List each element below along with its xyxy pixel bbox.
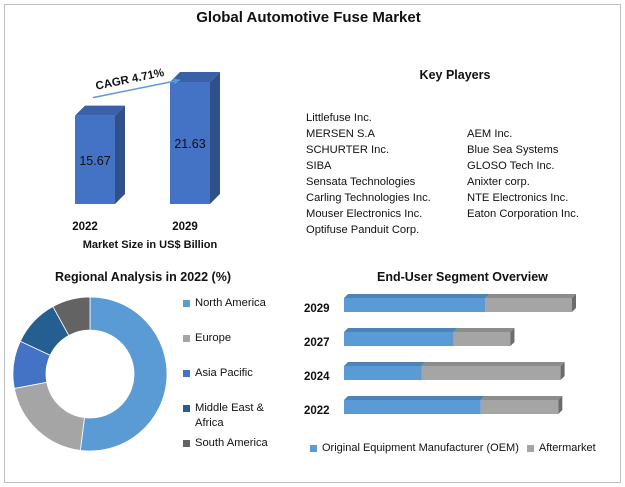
legend-label: Europe xyxy=(195,332,232,344)
donut-slice xyxy=(52,296,91,336)
player-name: SCHURTER Inc. xyxy=(306,144,390,156)
bar-side xyxy=(210,72,220,204)
bar-side xyxy=(115,105,125,204)
end-user-title: End-User Segment Overview xyxy=(377,270,548,284)
segment-bar-side xyxy=(510,328,515,346)
segment-bar xyxy=(344,400,481,414)
legend-label: Middle East & Africa xyxy=(195,402,265,429)
legend-label-aftermarket: Aftermarket xyxy=(538,442,596,454)
end-user-segment-chart xyxy=(344,294,576,414)
bar xyxy=(170,82,210,204)
segment-bar-top xyxy=(344,396,485,400)
infographic-frame xyxy=(4,4,621,483)
player-name: Eaton Corporation Inc. xyxy=(467,208,579,220)
cagr-annotation: CAGR 4.71% xyxy=(95,67,166,93)
regional-donut-chart xyxy=(12,296,168,452)
segment-bar-top xyxy=(453,328,515,332)
category-label: 2029 xyxy=(172,221,198,233)
legend-south-america: South America xyxy=(183,436,268,451)
legend-swatch-aftermarket xyxy=(526,444,534,452)
segment-year-label: 2024 xyxy=(304,371,330,383)
legend-europe: Europe xyxy=(183,331,231,346)
growth-arrow xyxy=(92,79,181,99)
donut-slice xyxy=(13,381,85,451)
legend-swatch xyxy=(183,335,190,342)
key-players-title: Key Players xyxy=(419,68,491,82)
bar-top xyxy=(75,105,125,116)
legend-label: South America xyxy=(195,437,268,449)
legend-north-america: North America xyxy=(183,296,266,311)
segment-bar xyxy=(421,366,561,380)
player-name: MERSEN S.A xyxy=(306,128,376,140)
player-name: Anixter corp. xyxy=(467,176,530,188)
legend-swatch xyxy=(183,370,190,377)
bar-top xyxy=(170,72,220,82)
player-name: Blue Sea Systems xyxy=(467,144,559,156)
segment-bar xyxy=(344,332,454,346)
segment-year-label: 2029 xyxy=(304,303,330,315)
segment-bar-top xyxy=(421,362,565,366)
legend-swatch xyxy=(183,440,190,447)
segment-bar xyxy=(453,332,511,346)
player-name: Mouser Electronics Inc. xyxy=(306,208,423,220)
segment-bar-top xyxy=(485,294,576,298)
legend-label: North America xyxy=(195,297,266,309)
segment-year-label: 2022 xyxy=(304,405,330,417)
segment-bar-side xyxy=(560,362,565,380)
legend-swatch xyxy=(183,300,190,307)
market-size-chart: 15.67 2022 21.63 2029 Market Size in US$ Bil… xyxy=(72,67,220,251)
player-name: Sensata Technologies xyxy=(306,176,416,188)
segment-bar-top xyxy=(480,396,563,400)
player-name: GLOSO Tech Inc. xyxy=(467,160,555,172)
segment-bar xyxy=(344,298,486,312)
segment-bar-top xyxy=(344,362,426,366)
bar xyxy=(75,115,115,204)
player-name: AEM Inc. xyxy=(467,128,513,140)
segment-year-label: 2027 xyxy=(304,337,330,349)
regional-title: Regional Analysis in 2022 (%) xyxy=(55,270,231,284)
player-name: NTE Electronics Inc. xyxy=(467,192,569,204)
legend-middle-east-africa: Middle East & Africa xyxy=(183,401,278,431)
donut-slice xyxy=(79,296,168,452)
segment-bar xyxy=(344,366,422,380)
page-title: Global Automotive Fuse Market xyxy=(196,9,421,26)
key-players-left: Littlefuse Inc. MERSEN S.A SCHURTER Inc.… xyxy=(306,110,431,238)
legend-label-oem: Original Equipment Manufacturer (OEM) xyxy=(322,442,519,454)
bar-value-label: 21.63 xyxy=(174,137,205,151)
segment-bar xyxy=(485,298,572,312)
legend-label: Asia Pacific xyxy=(195,367,253,379)
bar-value-label: 15.67 xyxy=(79,154,110,168)
segment-bar-side xyxy=(558,396,563,414)
segment-legend: Original Equipment Manufacturer (OEM) Af… xyxy=(310,442,596,454)
player-name: Optifuse Panduit Corp. xyxy=(306,224,420,236)
x-axis-label: Market Size in US$ Billion xyxy=(83,239,218,251)
segment-bar-top xyxy=(344,294,490,298)
player-name: Carling Technologies Inc. xyxy=(306,192,431,204)
legend-swatch-oem xyxy=(310,444,317,452)
segment-bar xyxy=(480,400,559,414)
legend-swatch xyxy=(183,405,190,412)
player-name: Littlefuse Inc. xyxy=(306,112,372,124)
arrow-head xyxy=(173,78,180,85)
segment-bar-top xyxy=(344,328,458,332)
legend-asia-pacific: Asia Pacific xyxy=(183,366,253,381)
segment-bar-side xyxy=(572,294,576,312)
key-players-right: AEM Inc. Blue Sea Systems GLOSO Tech Inc… xyxy=(467,126,579,222)
category-label: 2022 xyxy=(72,221,98,233)
player-name: SIBA xyxy=(306,160,332,172)
